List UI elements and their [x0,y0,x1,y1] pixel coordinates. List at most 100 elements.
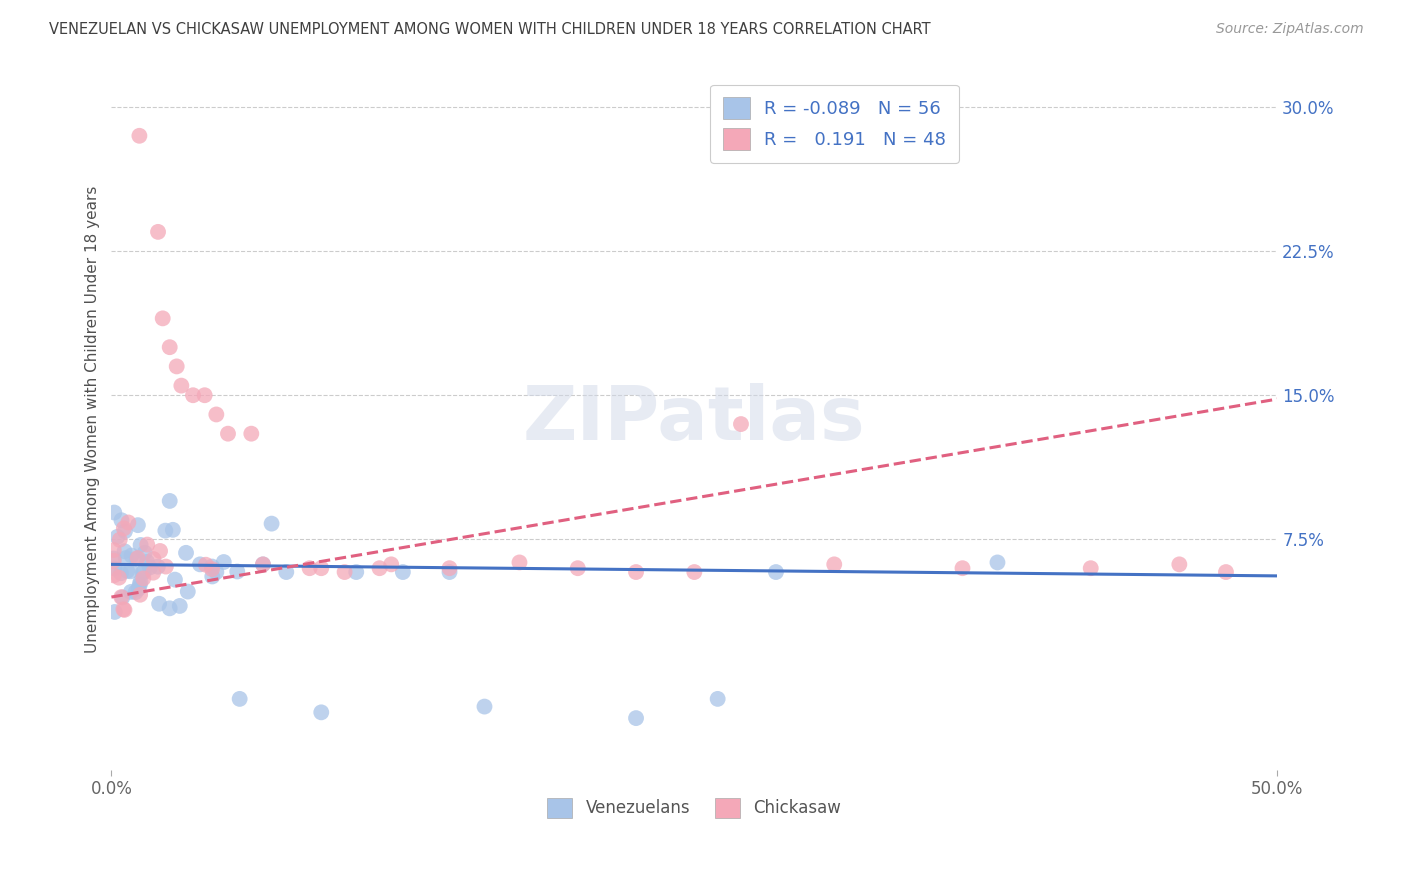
Text: VENEZUELAN VS CHICKASAW UNEMPLOYMENT AMONG WOMEN WITH CHILDREN UNDER 18 YEARS CO: VENEZUELAN VS CHICKASAW UNEMPLOYMENT AMO… [49,22,931,37]
Point [103,561,125,575]
Point [129,588,152,602]
Point [952,561,974,575]
Point [129,538,152,552]
Point [136,538,159,552]
Point [155,524,177,538]
Point [240,426,263,441]
Point [177,584,200,599]
Point [120,564,142,578]
Point [149,544,172,558]
Point [124,585,146,599]
Point [131,566,153,580]
Point [146,225,169,239]
Point [110,590,132,604]
Point [823,558,845,572]
Point [392,565,415,579]
Point [103,506,125,520]
Point [439,561,461,575]
Point [120,585,142,599]
Point [148,597,170,611]
Point [730,417,752,431]
Point [474,699,496,714]
Point [104,605,127,619]
Point [166,359,188,374]
Point [201,559,224,574]
Point [107,530,129,544]
Point [103,551,125,566]
Point [110,566,132,581]
Point [194,558,217,572]
Point [174,546,197,560]
Point [439,565,461,579]
Point [162,523,184,537]
Point [111,591,134,605]
Point [115,564,138,578]
Point [142,566,165,580]
Point [228,692,250,706]
Point [114,603,136,617]
Point [108,533,131,547]
Point [201,562,224,576]
Point [333,565,356,579]
Point [765,565,787,579]
Point [169,599,191,613]
Point [128,578,150,592]
Point [114,524,136,539]
Point [1080,561,1102,575]
Point [201,569,224,583]
Point [380,558,402,572]
Point [1215,565,1237,579]
Point [159,601,181,615]
Point [142,552,165,566]
Point [276,565,298,579]
Point [125,552,148,566]
Legend: Venezuelans, Chickasaw: Venezuelans, Chickasaw [540,791,848,825]
Point [188,558,211,572]
Point [121,549,143,563]
Point [103,554,125,568]
Point [194,388,217,402]
Y-axis label: Unemployment Among Women with Children Under 18 years: Unemployment Among Women with Children U… [86,186,100,653]
Point [508,556,530,570]
Point [103,568,125,582]
Point [170,378,193,392]
Point [344,565,367,579]
Point [205,565,228,579]
Point [159,340,181,354]
Point [128,582,150,596]
Point [226,565,249,579]
Point [139,560,162,574]
Point [108,571,131,585]
Point [252,558,274,572]
Point [205,408,228,422]
Point [127,551,149,566]
Point [706,692,728,706]
Point [567,561,589,575]
Point [368,561,391,575]
Point [127,518,149,533]
Point [103,543,125,558]
Point [309,561,332,575]
Point [146,559,169,574]
Point [986,556,1008,570]
Point [112,521,135,535]
Point [117,516,139,530]
Point [112,602,135,616]
Point [181,388,204,402]
Text: Source: ZipAtlas.com: Source: ZipAtlas.com [1216,22,1364,37]
Point [132,565,155,579]
Point [129,574,152,589]
Point [260,516,283,531]
Point [155,559,177,574]
Point [683,565,706,579]
Point [298,561,321,575]
Point [309,706,332,720]
Point [1168,558,1191,572]
Point [136,555,159,569]
Point [624,711,647,725]
Point [217,426,239,441]
Point [212,555,235,569]
Point [163,573,186,587]
Point [152,311,174,326]
Point [114,544,136,558]
